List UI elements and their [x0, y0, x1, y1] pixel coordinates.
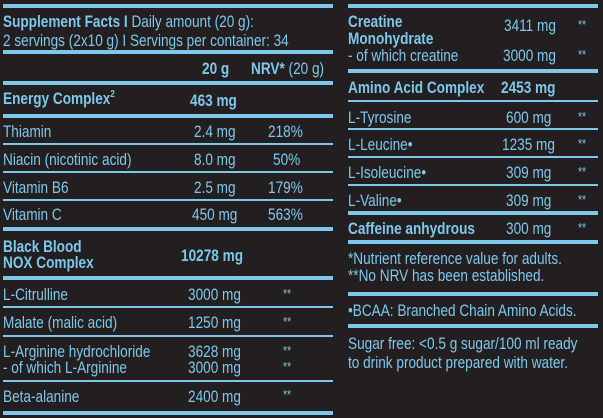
vitamin-nrv: 218% [268, 122, 303, 141]
title-rest: Daily amount (20 g): [127, 12, 254, 31]
divider [348, 324, 598, 328]
divider [3, 276, 333, 280]
divider [3, 171, 333, 173]
nrv-bold: NRV* [251, 59, 285, 78]
creatine-sub-name: - of which creatine [348, 46, 459, 65]
amino-item-name: L-Isoleucine• [348, 163, 427, 182]
caffeine-nrv: ** [578, 220, 587, 235]
nox-item-nrv: ** [283, 286, 292, 301]
amino-item-nrv: ** [578, 192, 587, 207]
vitamin-name: Vitamin C [3, 205, 62, 224]
title-bold: Supplement Facts I [3, 12, 128, 31]
nox-item-name: L-Arginine hydrochloride [3, 342, 151, 361]
nox-item-amount: 2400 mg [188, 387, 241, 406]
divider [3, 114, 333, 118]
divider [348, 100, 598, 102]
amino-item-nrv: ** [578, 109, 587, 124]
col-amount-header: 20 g [202, 59, 230, 78]
nox-item-name: Beta-alanine [3, 387, 80, 406]
footnote-no-nrv: **No NRV has been established. [348, 266, 545, 285]
divider [3, 306, 333, 308]
vitamin-name: Thiamin [3, 122, 52, 141]
divider [348, 4, 598, 8]
nox-complex-amount: 10278 mg [181, 246, 243, 265]
creatine-name-1: Creatine [348, 12, 403, 31]
amino-item-name: L-Leucine• [348, 135, 413, 154]
nrv-rest: (20 g) [284, 59, 325, 78]
energy-sup: 2 [110, 89, 115, 100]
vitamin-name: Niacin (nicotinic acid) [3, 150, 132, 169]
caffeine-name: Caffeine anhydrous [348, 219, 475, 238]
vitamin-amount: 2.5 mg [194, 178, 236, 197]
amino-item-amount: 309 mg [506, 163, 552, 182]
energy-label: Energy Complex [3, 89, 111, 108]
divider [348, 211, 598, 215]
amino-item-nrv: ** [578, 136, 587, 151]
divider [3, 143, 333, 145]
divider [348, 184, 598, 186]
vitamin-amount: 8.0 mg [194, 150, 236, 169]
creatine-nrv: ** [578, 17, 587, 32]
creatine-name-2: Monohydrate [348, 29, 434, 48]
divider [3, 227, 333, 231]
amino-item-nrv: ** [578, 164, 587, 179]
nox-item-nrv: ** [283, 314, 292, 329]
vitamin-nrv: 50% [273, 150, 301, 169]
footnote-sugar-2: to drink product prepared with water. [348, 353, 568, 372]
nox-item-name: Malate (malic acid) [3, 313, 118, 332]
divider [3, 81, 333, 85]
amino-complex-name: Amino Acid Complex [348, 78, 485, 97]
nox-item-name: - of which L-Arginine [3, 358, 127, 377]
divider [3, 380, 333, 382]
nox-item-amount: 1250 mg [188, 313, 241, 332]
divider [348, 292, 598, 296]
vitamin-nrv: 179% [268, 178, 303, 197]
amino-item-amount: 309 mg [506, 191, 552, 210]
divider [348, 240, 598, 244]
vitamin-name: Vitamin B6 [3, 178, 69, 197]
caffeine-amount: 300 mg [506, 219, 552, 238]
vitamin-amount: 450 mg [192, 205, 238, 224]
col-nrv-header: NRV* (20 g) [251, 60, 324, 77]
nox-item-amount: 3000 mg [188, 285, 241, 304]
divider [348, 128, 598, 130]
creatine-amount: 3411 mg [504, 16, 556, 35]
nox-item-amount: 3628 mg [188, 342, 241, 361]
energy-complex-amount: 463 mg [190, 91, 237, 110]
divider [3, 4, 333, 8]
nox-item-nrv: ** [283, 343, 292, 358]
amino-item-name: L-Tyrosine [348, 108, 412, 127]
creatine-sub-nrv: ** [578, 47, 587, 62]
divider [348, 156, 598, 158]
divider [3, 199, 333, 201]
divider [3, 411, 333, 415]
amino-item-amount: 600 mg [506, 108, 552, 127]
divider [3, 50, 333, 54]
divider [3, 335, 333, 337]
nox-item-amount: 3000 mg [188, 358, 241, 377]
amino-item-amount: 1235 mg [502, 135, 555, 154]
footnote-nrv: *Nutrient reference value for adults. [348, 249, 562, 268]
divider [348, 69, 598, 73]
amino-item-name: L-Valine• [348, 191, 402, 210]
nox-item-name: L-Citrulline [3, 285, 68, 304]
nox-item-nrv: ** [283, 387, 292, 402]
servings-info: 2 servings (2x10 g) I Servings per conta… [3, 31, 289, 50]
vitamin-amount: 2.4 mg [194, 122, 236, 141]
nox-complex-name-1: Black Blood [3, 237, 82, 256]
creatine-sub-amount: 3000 mg [503, 46, 556, 65]
vitamin-nrv: 563% [268, 205, 303, 224]
supplement-facts-title: Supplement Facts I Daily amount (20 g): [3, 13, 254, 30]
footnote-sugar-1: Sugar free: <0.5 g sugar/100 ml ready [348, 334, 578, 353]
nox-complex-name-2: NOX Complex [3, 253, 94, 272]
amino-complex-amount: 2453 mg [501, 78, 556, 97]
nox-item-nrv: ** [283, 359, 292, 374]
footnote-bcaa: •BCAA: Branched Chain Amino Acids. [348, 301, 577, 320]
energy-complex-name: Energy Complex2 [3, 89, 115, 108]
